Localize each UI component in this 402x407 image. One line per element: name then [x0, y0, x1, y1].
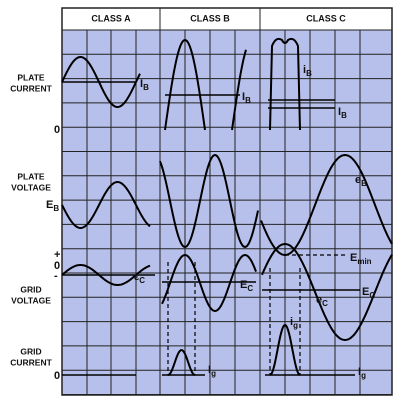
curve-label: Emin	[350, 252, 372, 266]
axis-label: 0	[54, 370, 60, 382]
row-label: PLATE	[17, 171, 45, 181]
curve-label: IB	[242, 91, 251, 105]
plate-voltage-curve	[159, 153, 259, 249]
curve-label-main: I	[208, 364, 211, 376]
axis-label-main: +	[54, 249, 60, 261]
column-header: CLASS C	[306, 13, 346, 23]
axis-label: 0	[54, 260, 60, 272]
curve-label-sub: C	[247, 284, 253, 293]
axis-label-sub: B	[53, 204, 59, 213]
curve-label-sub: B	[143, 83, 149, 92]
plate-voltage-curve	[61, 181, 151, 229]
axis-label-main: -	[54, 270, 58, 282]
curve-label: Ig	[208, 364, 216, 378]
curve-label: EC	[240, 279, 253, 293]
curve-label-sub: C	[322, 299, 328, 308]
curve-label-main: E	[240, 279, 247, 291]
curve-label: eB	[355, 174, 367, 188]
curve-label-sub: B	[306, 69, 312, 78]
curve-label: ig	[290, 316, 298, 330]
curve-label-sub: g	[361, 371, 366, 380]
grid-voltage-curve	[261, 242, 393, 342]
row-label: VOLTAGE	[11, 182, 51, 192]
axis-label-main: 0	[54, 124, 60, 136]
grid-voltage-curve	[161, 253, 257, 313]
curve-label-main: e	[355, 174, 361, 186]
grid-current-curve	[167, 349, 196, 376]
curve-label-main: I	[338, 106, 341, 118]
curve-label-main: I	[358, 366, 361, 378]
curve-label-main: ε	[134, 271, 140, 283]
curve-label-sub: g	[211, 369, 216, 378]
curve-label-main: E	[362, 286, 369, 298]
curve-label: iB	[303, 64, 312, 78]
curve-label-sub: g	[293, 321, 298, 330]
curve-label-main: i	[290, 316, 293, 328]
axis-label: +	[54, 249, 60, 261]
axis-label-main: 0	[54, 370, 60, 382]
row-label: GRID	[20, 346, 41, 356]
plate-current-curve	[231, 49, 247, 131]
row-label: CURRENT	[10, 83, 52, 93]
plate-voltage-curve	[260, 153, 393, 257]
grid-current-curve	[269, 323, 301, 376]
curve-label: Ig	[358, 366, 366, 380]
curve-label-main: i	[303, 64, 306, 76]
curve-label-main: e	[316, 294, 322, 306]
axis-label: -	[54, 270, 58, 282]
column-header: CLASS A	[91, 13, 131, 23]
curve-label: IB	[338, 106, 347, 120]
row-label: GRID	[20, 284, 41, 294]
curve-label-sub: C	[139, 276, 145, 285]
axis-label: 0	[54, 124, 60, 136]
axis-label-main: E	[46, 199, 53, 211]
plate-current-curve	[61, 56, 141, 108]
row-label: VOLTAGE	[11, 295, 51, 305]
curve-label: EC	[362, 286, 375, 300]
curve-label-sub: B	[341, 111, 347, 120]
plate-current-curve	[164, 38, 206, 131]
curve-label-sub: B	[245, 96, 251, 105]
curve-label: εC	[134, 271, 145, 285]
plate-current-curve	[269, 37, 301, 131]
axis-label-main: 0	[54, 260, 60, 272]
curve-label-main: E	[350, 252, 357, 264]
curve-label-sub: min	[357, 257, 371, 266]
curve-label-sub: C	[369, 291, 375, 300]
curve-label-main: I	[140, 78, 143, 90]
curve-label: IB	[140, 78, 149, 92]
panel	[62, 30, 392, 395]
row-label: PLATE	[17, 72, 45, 82]
curve-label: eC	[316, 294, 328, 308]
curve-label-main: I	[242, 91, 245, 103]
column-header: CLASS B	[190, 13, 230, 23]
axis-label: EB	[46, 199, 59, 213]
row-label: CURRENT	[10, 357, 52, 367]
curve-label-sub: B	[361, 179, 367, 188]
